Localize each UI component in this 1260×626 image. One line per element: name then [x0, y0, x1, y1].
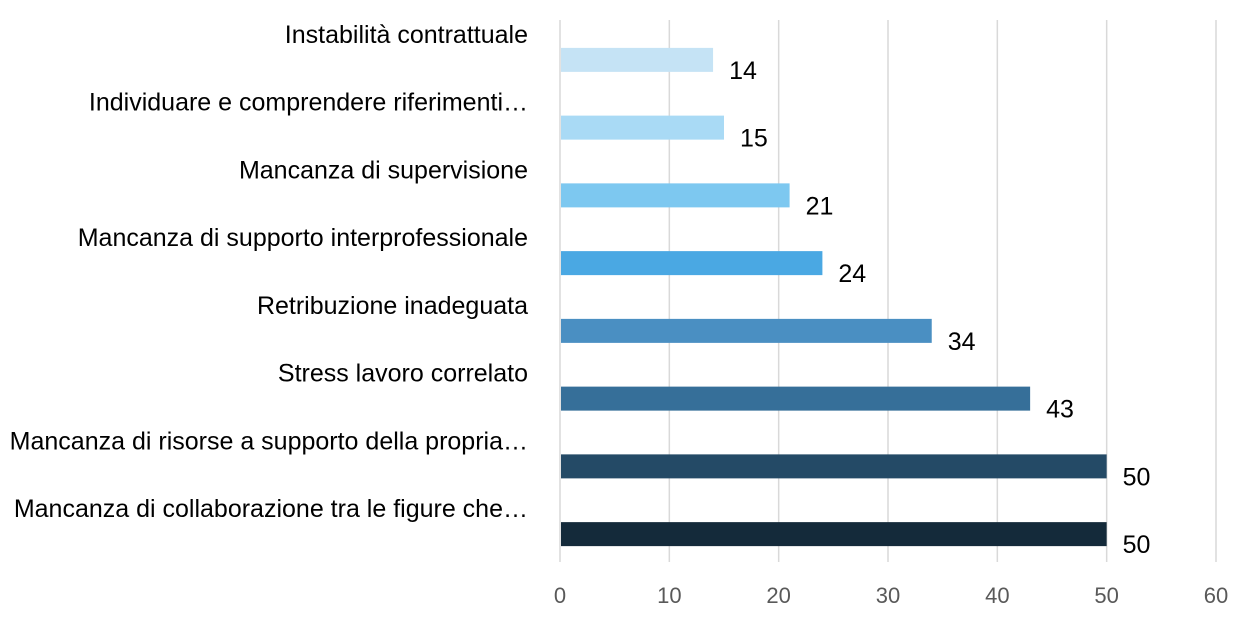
category-label: Retribuzione inadeguata — [257, 292, 528, 320]
bar — [561, 115, 724, 140]
category-label: Mancanza di collaborazione tra le figure… — [14, 495, 528, 523]
data-label: 50 — [1123, 531, 1151, 559]
bar — [561, 454, 1107, 479]
data-label: 15 — [740, 125, 768, 153]
data-label: 14 — [729, 57, 757, 85]
data-label: 24 — [838, 260, 866, 288]
category-labels: Instabilità contrattuale Individuare e co… — [10, 21, 528, 523]
x-tick-label: 50 — [1094, 583, 1118, 608]
category-label: Mancanza di supervisione — [239, 156, 528, 184]
category-label: Stress lavoro correlato — [278, 360, 528, 388]
bar — [561, 183, 790, 208]
bar — [561, 47, 714, 72]
x-tick-label: 0 — [554, 583, 566, 608]
gridlines — [559, 20, 1217, 562]
data-label: 50 — [1123, 463, 1151, 491]
data-labels: 14 15 21 24 34 43 50 50 — [729, 57, 1150, 559]
value-axis: 0 10 20 30 40 50 60 — [554, 583, 1228, 608]
x-tick-label: 10 — [657, 583, 681, 608]
x-tick-label: 60 — [1204, 583, 1228, 608]
bars — [561, 47, 1107, 547]
x-tick-label: 30 — [876, 583, 900, 608]
data-label: 34 — [948, 328, 976, 356]
category-label: Mancanza di risorse a supporto della pro… — [10, 427, 528, 455]
bar — [561, 318, 932, 343]
bar — [561, 386, 1031, 411]
bar — [561, 251, 823, 276]
data-label: 43 — [1046, 396, 1074, 424]
x-tick-label: 20 — [766, 583, 790, 608]
x-tick-label: 40 — [985, 583, 1009, 608]
bar — [561, 522, 1107, 547]
category-label: Individuare e comprendere riferimenti… — [89, 89, 528, 117]
category-label: Instabilità contrattuale — [285, 21, 528, 49]
data-label: 21 — [806, 192, 834, 220]
category-label: Mancanza di supporto interprofessionale — [78, 224, 528, 252]
